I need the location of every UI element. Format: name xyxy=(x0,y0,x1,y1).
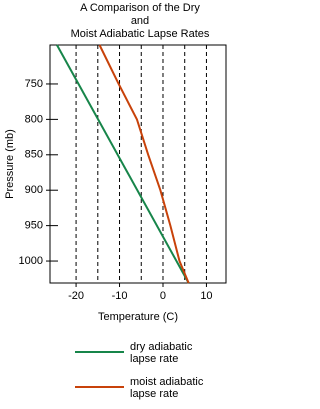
chart-title: A Comparison of the Dry xyxy=(80,2,200,14)
plot-frame xyxy=(49,44,227,284)
y-tick-label: 800 xyxy=(25,113,43,125)
chart-title: Moist Adiabatic Lapse Rates xyxy=(71,28,210,40)
x-axis-label: Temperature (C) xyxy=(98,311,178,323)
legend-label: moist adiabatic lapse rate xyxy=(130,376,204,400)
y-tick-label: 1000 xyxy=(19,255,43,267)
y-tick-label: 750 xyxy=(25,78,43,90)
x-tick-label: -10 xyxy=(112,290,128,302)
y-tick-label: 950 xyxy=(25,220,43,232)
y-tick-label: 850 xyxy=(25,149,43,161)
x-tick-label: 10 xyxy=(200,290,212,302)
y-tick-label: 900 xyxy=(25,184,43,196)
chart: A Comparison of the Dry and Moist Adiaba… xyxy=(4,2,227,388)
legend-label: dry adiabatic lapse rate xyxy=(130,341,193,365)
y-axis-label: Pressure (mb) xyxy=(4,129,16,199)
x-tick-label: -20 xyxy=(68,290,84,302)
line-series xyxy=(98,44,190,284)
x-tick-label: 0 xyxy=(160,290,166,302)
chart-title: and xyxy=(131,15,149,27)
line-series xyxy=(56,44,190,284)
page: A Comparison of the Dry and Moist Adiaba… xyxy=(4,2,227,400)
